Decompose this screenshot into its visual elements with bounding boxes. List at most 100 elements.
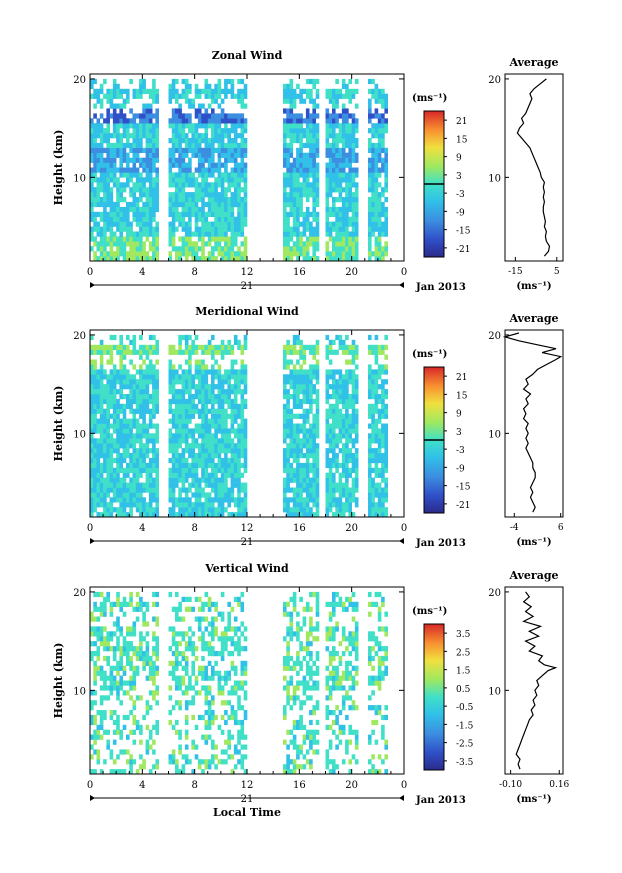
- heatmap-cell: [230, 408, 235, 414]
- heatmap-cell: [328, 339, 333, 345]
- heatmap-cell: [283, 83, 287, 89]
- heatmap-cell: [338, 438, 343, 444]
- heatmap-cell: [178, 344, 182, 350]
- heatmap-cell: [207, 428, 212, 434]
- heatmap-cell: [122, 251, 127, 257]
- heatmap-cell: [119, 192, 123, 198]
- heatmap-cell: [224, 369, 228, 375]
- heatmap-cell: [103, 714, 107, 721]
- heatmap-cell: [289, 394, 294, 400]
- heatmap-cell: [93, 428, 97, 434]
- heatmap-cell: [93, 221, 97, 227]
- heatmap-cell: [129, 497, 133, 503]
- heatmap-cell: [139, 113, 143, 119]
- heatmap-cell: [96, 428, 101, 434]
- heatmap-cell: [197, 216, 202, 222]
- heatmap-cell: [96, 631, 101, 637]
- panel-title: Vertical Wind: [204, 562, 289, 575]
- heatmap-cell: [175, 408, 179, 414]
- heatmap-cell: [112, 147, 117, 153]
- heatmap-cell: [135, 138, 140, 144]
- heatmap-cell: [155, 241, 159, 247]
- heatmap-cell: [126, 251, 130, 257]
- date-bar-arrow: [90, 538, 95, 544]
- heatmap-cell: [283, 359, 287, 365]
- heatmap-cell: [204, 192, 209, 198]
- heatmap-cell: [112, 680, 117, 686]
- heatmap-cell: [332, 211, 336, 217]
- heatmap-cell: [207, 339, 212, 345]
- heatmap-cell: [122, 472, 127, 478]
- x-tick-label: 12: [241, 523, 254, 534]
- heatmap-cell: [171, 389, 176, 395]
- heatmap-cell: [233, 482, 238, 488]
- heatmap-cell: [204, 138, 209, 144]
- heatmap-cell: [168, 157, 173, 163]
- heatmap-cell: [305, 443, 310, 449]
- heatmap-cell: [207, 418, 212, 424]
- heatmap-cell: [152, 433, 156, 439]
- heatmap-cell: [299, 221, 303, 227]
- heatmap-cell: [211, 453, 215, 459]
- heatmap-cell: [178, 428, 182, 434]
- heatmap-cell: [152, 646, 156, 652]
- heatmap-cell: [220, 113, 225, 119]
- heatmap-cell: [201, 418, 205, 424]
- heatmap-cell: [224, 241, 228, 247]
- heatmap-cell: [289, 428, 294, 434]
- heatmap-cell: [224, 221, 228, 227]
- heatmap-cell: [139, 433, 143, 439]
- heatmap-cell: [194, 724, 199, 730]
- heatmap-cell: [184, 118, 189, 124]
- heatmap-cell: [155, 700, 159, 706]
- heatmap-cell: [168, 236, 173, 242]
- heatmap-cell: [168, 591, 173, 598]
- heatmap-cell: [122, 433, 127, 439]
- heatmap-cell: [227, 256, 231, 262]
- heatmap-cell: [155, 187, 159, 193]
- heatmap-cell: [145, 251, 150, 257]
- heatmap-cell: [312, 472, 316, 478]
- heatmap-cell: [312, 98, 316, 104]
- heatmap-cell: [106, 641, 110, 647]
- heatmap-cell: [109, 749, 114, 755]
- heatmap-cell: [142, 192, 146, 198]
- heatmap-cell: [142, 384, 146, 390]
- heatmap-cell: [145, 710, 150, 716]
- heatmap-cell: [325, 354, 330, 360]
- heatmap-cell: [312, 246, 316, 252]
- heatmap-cell: [139, 256, 143, 262]
- heatmap-cell: [335, 256, 339, 262]
- heatmap-cell: [93, 492, 97, 498]
- heatmap-cell: [155, 448, 159, 454]
- heatmap-cell: [132, 606, 137, 612]
- heatmap-cell: [188, 507, 192, 513]
- heatmap-cell: [328, 142, 333, 149]
- heatmap-cell: [132, 251, 137, 257]
- heatmap-cell: [103, 670, 107, 676]
- heatmap-cell: [224, 147, 228, 153]
- heatmap-cell: [129, 769, 133, 775]
- heatmap-cell: [119, 443, 123, 449]
- heatmap-cell: [384, 182, 388, 188]
- heatmap-cell: [197, 256, 202, 262]
- heatmap-cell: [207, 719, 212, 726]
- heatmap-cell: [230, 88, 235, 94]
- heatmap-cell: [96, 710, 101, 716]
- heatmap-cell: [129, 206, 133, 213]
- heatmap-cell: [233, 369, 238, 375]
- heatmap-cell: [354, 152, 359, 158]
- heatmap-cell: [93, 162, 97, 168]
- heatmap-cell: [112, 685, 117, 691]
- heatmap-cell: [103, 138, 107, 144]
- heatmap-cell: [332, 113, 336, 119]
- heatmap-cell: [139, 394, 143, 400]
- heatmap-cell: [181, 636, 186, 642]
- heatmap-cell: [312, 167, 316, 173]
- colorbar-tick-label: 15: [456, 391, 468, 401]
- colorbar-tick-label: 3: [456, 172, 462, 182]
- heatmap-cell: [230, 167, 235, 173]
- heatmap-cell: [384, 187, 388, 193]
- heatmap-cell: [227, 197, 231, 203]
- heatmap-cell: [299, 147, 303, 153]
